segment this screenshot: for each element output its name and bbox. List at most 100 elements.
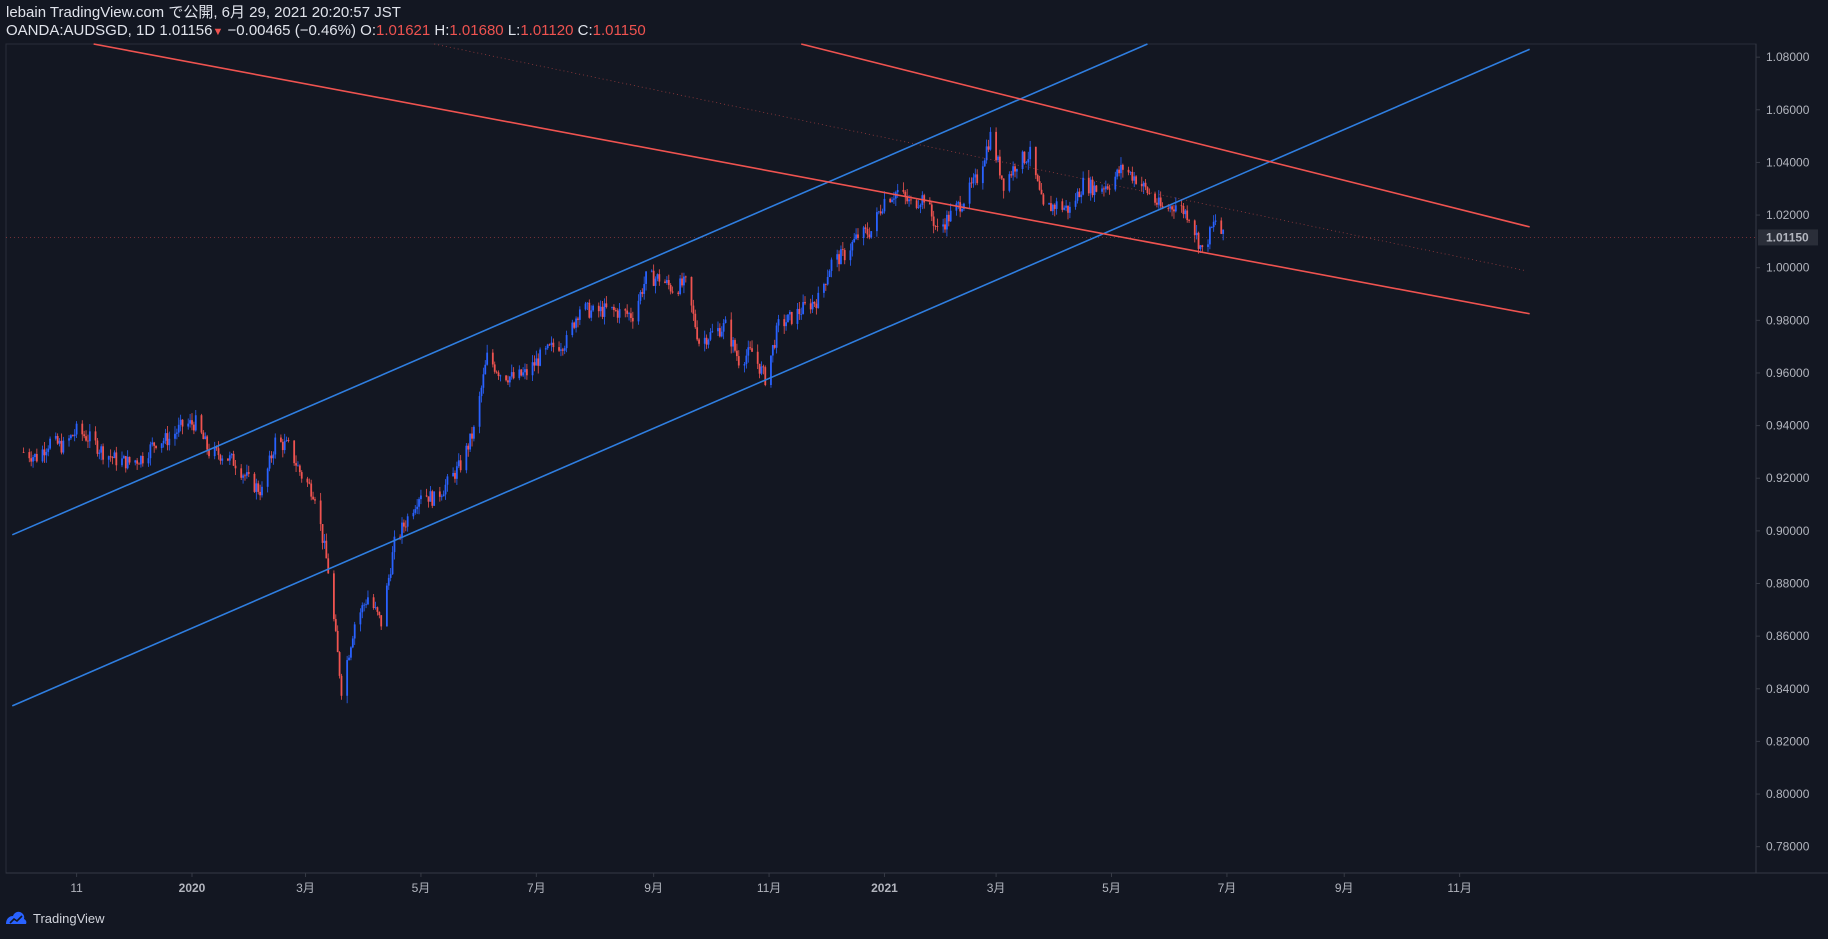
candle-body bbox=[287, 440, 290, 441]
time-tick-label: 2021 bbox=[871, 881, 898, 895]
candle-body bbox=[616, 310, 619, 318]
candle-body bbox=[336, 630, 339, 653]
candle-body bbox=[928, 202, 931, 205]
candle-body bbox=[641, 292, 644, 294]
candle-body bbox=[1114, 176, 1117, 190]
time-tick-label: 7月 bbox=[1218, 881, 1237, 895]
candle-body bbox=[1104, 186, 1107, 190]
candle-body bbox=[611, 306, 613, 308]
candle-body bbox=[149, 444, 152, 459]
candle-body bbox=[406, 516, 409, 527]
candle-body bbox=[121, 458, 123, 466]
candle-body bbox=[877, 211, 880, 213]
low-label: L: bbox=[507, 22, 521, 39]
candle-body bbox=[1000, 175, 1003, 179]
candle-body bbox=[1089, 179, 1092, 194]
symbol-label[interactable]: OANDA:AUDSGD, 1D bbox=[6, 22, 156, 39]
candle-body bbox=[1212, 221, 1215, 228]
trendline-3[interactable] bbox=[801, 43, 1530, 228]
candle-body bbox=[88, 431, 91, 442]
candle-body bbox=[385, 585, 388, 627]
candle-body bbox=[482, 374, 485, 388]
candle-body bbox=[932, 216, 935, 226]
trendline-1[interactable] bbox=[11, 48, 1530, 707]
time-tick-label: 5月 bbox=[412, 881, 431, 895]
trendlines[interactable] bbox=[11, 43, 1530, 707]
candle-body bbox=[537, 358, 540, 366]
candle-body bbox=[1142, 182, 1145, 187]
candle-body bbox=[380, 615, 383, 627]
candle-body bbox=[1103, 188, 1105, 190]
candle-body bbox=[853, 238, 856, 242]
candle-body bbox=[1078, 191, 1081, 198]
tradingview-brand[interactable]: TradingView bbox=[33, 910, 105, 926]
candle-body bbox=[1063, 207, 1066, 210]
candle-body bbox=[346, 660, 349, 696]
candle-body bbox=[1101, 188, 1103, 192]
candle-body bbox=[1148, 193, 1151, 194]
candle-body bbox=[997, 156, 999, 161]
tradingview-logo-icon[interactable] bbox=[4, 910, 28, 926]
dotted-trendline-4[interactable] bbox=[434, 43, 1525, 271]
candle-body bbox=[656, 274, 659, 279]
candle-body bbox=[838, 254, 840, 265]
candle-body bbox=[830, 259, 833, 271]
candle-body bbox=[281, 441, 284, 451]
candle-body bbox=[122, 456, 125, 459]
candle-body bbox=[312, 496, 314, 500]
candle-body bbox=[73, 434, 76, 437]
candle-body bbox=[735, 350, 738, 357]
candle-body bbox=[1040, 189, 1043, 195]
time-axis[interactable]: 11 2020 3月 5月 7月 9月 11月 2021 3月 5月 7月 9月 11月 bbox=[70, 873, 1472, 895]
candle-body bbox=[1188, 220, 1190, 221]
candle-body bbox=[1169, 206, 1172, 209]
candle-body bbox=[202, 432, 205, 440]
candle-body bbox=[1159, 197, 1162, 207]
candle-body bbox=[75, 423, 78, 435]
candle-body bbox=[245, 472, 248, 476]
candle-body bbox=[334, 619, 337, 631]
candle-body bbox=[274, 437, 277, 455]
candle-body bbox=[505, 375, 507, 381]
candle-body bbox=[319, 500, 322, 525]
candle-body bbox=[438, 491, 441, 497]
candle-body bbox=[970, 182, 973, 184]
candle-body bbox=[823, 284, 825, 293]
candle-body bbox=[314, 499, 316, 501]
candle-body bbox=[998, 156, 1001, 176]
trendline-2[interactable] bbox=[93, 43, 1530, 315]
close-value: 1.01150 bbox=[592, 22, 646, 39]
candle-body bbox=[592, 305, 595, 311]
candle-body bbox=[497, 372, 500, 376]
candle-body bbox=[151, 442, 154, 445]
candle-body bbox=[255, 483, 258, 492]
candle-body bbox=[230, 453, 233, 456]
candle-body bbox=[578, 309, 581, 320]
candle-body bbox=[247, 472, 250, 474]
candle-body bbox=[1050, 203, 1052, 212]
candle-body bbox=[796, 308, 799, 324]
candle-body bbox=[81, 423, 84, 435]
candle-body bbox=[584, 303, 587, 310]
candle-body bbox=[949, 210, 952, 222]
candle-body bbox=[1129, 171, 1132, 173]
candle-body bbox=[1010, 174, 1013, 176]
candle-body bbox=[338, 652, 341, 676]
price-axis[interactable]: 1.08000 1.06000 1.04000 1.02000 1.00000 0.980… bbox=[1756, 50, 1818, 854]
candle-body bbox=[777, 319, 780, 326]
time-tick-label: 11月 bbox=[757, 881, 781, 895]
candle-body bbox=[401, 522, 403, 538]
candle-body bbox=[1173, 209, 1175, 212]
candle-body bbox=[126, 456, 129, 469]
candle-body bbox=[626, 310, 629, 314]
candle-body bbox=[227, 458, 229, 461]
candle-body bbox=[1065, 205, 1068, 208]
price-tick-label: 1.06000 bbox=[1766, 103, 1810, 117]
candle-body bbox=[628, 313, 630, 315]
trendline-0[interactable] bbox=[11, 43, 1148, 536]
candle-body bbox=[1133, 176, 1136, 181]
candle-body bbox=[983, 160, 986, 167]
candle-body bbox=[889, 198, 892, 203]
candle-body bbox=[1038, 181, 1041, 190]
